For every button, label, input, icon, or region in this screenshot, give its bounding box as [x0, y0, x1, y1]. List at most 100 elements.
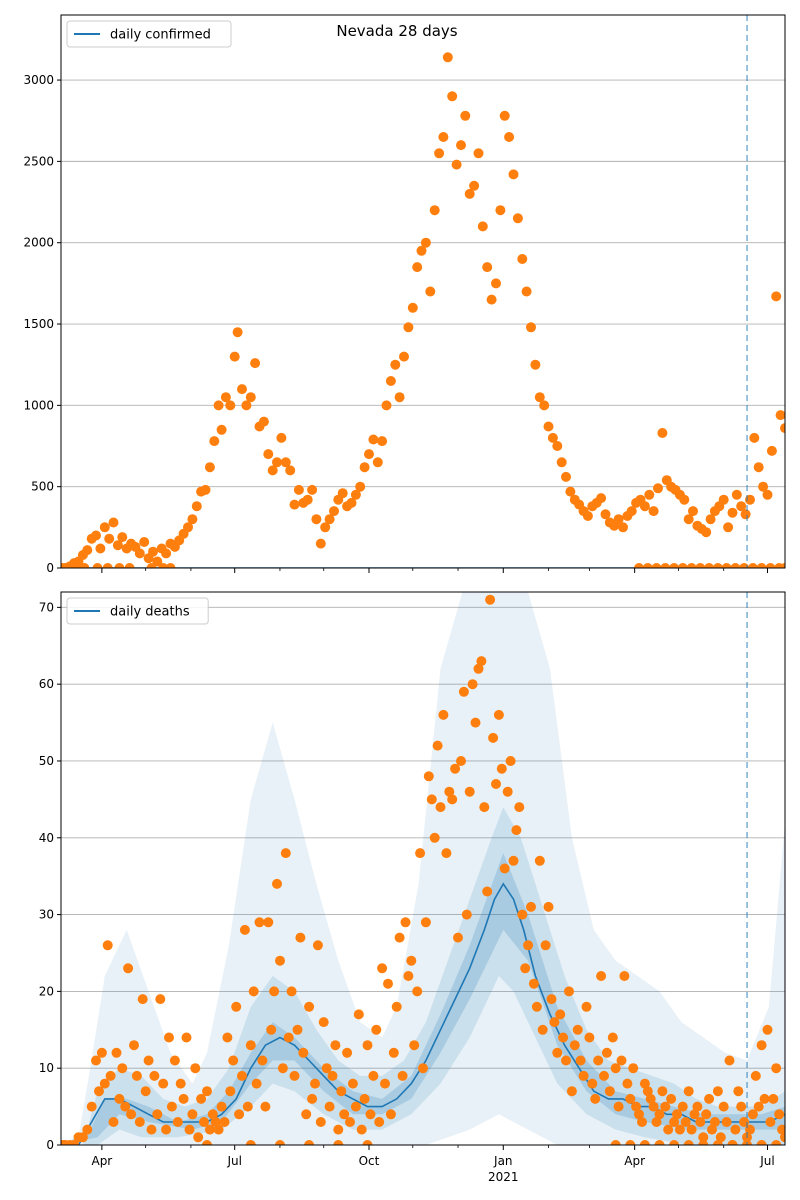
data-point	[272, 878, 282, 889]
data-point	[400, 917, 411, 928]
data-point	[556, 457, 567, 468]
data-point	[514, 802, 525, 813]
data-point	[350, 1101, 361, 1112]
data-point	[111, 1047, 122, 1058]
data-point	[385, 376, 396, 386]
data-point	[631, 1101, 642, 1112]
data-point	[736, 501, 747, 512]
data-point	[187, 514, 198, 525]
data-point	[286, 986, 297, 997]
data-point	[688, 506, 698, 517]
data-point	[342, 1047, 353, 1058]
data-point	[202, 1086, 212, 1097]
data-point	[371, 1024, 382, 1035]
data-point	[639, 501, 650, 512]
data-point	[213, 1124, 224, 1135]
data-point	[496, 763, 507, 774]
data-point	[774, 1109, 785, 1120]
data-point	[669, 563, 680, 568]
data-point	[415, 848, 426, 859]
legend: daily confirmed	[66, 20, 232, 48]
data-point	[476, 656, 487, 667]
data-point	[91, 1055, 101, 1066]
data-point	[504, 132, 515, 142]
data-point	[178, 1093, 189, 1104]
data-point	[639, 1140, 650, 1145]
data-point	[315, 538, 326, 549]
data-point	[229, 351, 240, 362]
data-point	[736, 1101, 747, 1112]
data-point	[289, 1070, 300, 1081]
data-point	[657, 428, 668, 438]
data-point	[704, 1093, 715, 1104]
uncertainty-band	[61, 592, 785, 1145]
data-point	[245, 1140, 256, 1145]
data-point	[61, 1140, 69, 1145]
data-point	[765, 1117, 776, 1127]
data-point	[304, 1001, 315, 1012]
data-point	[692, 1101, 703, 1112]
data-point	[372, 457, 383, 468]
data-point	[204, 1124, 215, 1135]
y-tick-label: 1500	[23, 317, 54, 331]
data-point	[596, 971, 607, 981]
figure-title: Nevada 28 days	[336, 22, 457, 40]
data-point	[263, 449, 274, 460]
data-point	[485, 594, 496, 605]
data-point	[666, 1093, 677, 1104]
x-tick-label: Jan	[493, 1154, 513, 1168]
data-point	[232, 327, 243, 338]
data-point	[362, 1040, 373, 1051]
data-point	[381, 400, 392, 411]
y-tick-label: 50	[39, 754, 54, 768]
data-point	[82, 545, 93, 556]
data-point	[435, 802, 446, 813]
data-point	[596, 493, 607, 504]
data-point	[654, 1140, 665, 1145]
data-point	[712, 1086, 723, 1097]
data-point	[581, 1001, 592, 1012]
data-point	[304, 1140, 315, 1145]
data-point	[220, 392, 231, 403]
y-tick-label: 60	[39, 677, 54, 691]
data-point	[549, 1017, 560, 1028]
data-point	[245, 1040, 256, 1051]
data-point	[283, 1032, 294, 1043]
x-tick-label: Apr	[624, 1154, 645, 1168]
data-point	[451, 159, 462, 170]
data-point	[628, 1063, 639, 1074]
data-point	[104, 533, 115, 544]
data-point	[747, 1109, 758, 1120]
data-point	[149, 1070, 160, 1081]
data-point	[528, 978, 539, 989]
data-point	[269, 986, 280, 997]
data-point	[280, 848, 291, 859]
data-point	[642, 1086, 653, 1097]
data-point	[771, 1063, 782, 1074]
data-point	[139, 537, 150, 547]
data-point	[552, 441, 563, 451]
data-point	[347, 1078, 358, 1089]
data-point	[689, 1109, 700, 1120]
data-point	[196, 1093, 207, 1104]
data-point	[593, 1055, 604, 1066]
data-point	[552, 1047, 563, 1058]
data-point	[423, 771, 434, 782]
data-point	[403, 322, 414, 333]
data-point	[292, 1024, 303, 1035]
data-point	[260, 1101, 271, 1112]
data-point	[721, 563, 732, 568]
data-point	[780, 1132, 785, 1143]
data-point	[310, 1078, 320, 1089]
data-point	[482, 262, 493, 273]
legend: daily deaths	[66, 597, 209, 625]
data-point	[511, 825, 522, 836]
data-point	[477, 221, 488, 232]
data-point	[190, 1063, 201, 1074]
x-tick-label: Jul	[226, 1154, 241, 1168]
data-point	[718, 494, 729, 505]
data-point	[368, 434, 379, 445]
data-point	[380, 1078, 390, 1089]
data-point	[213, 400, 224, 411]
data-point	[572, 1024, 583, 1035]
